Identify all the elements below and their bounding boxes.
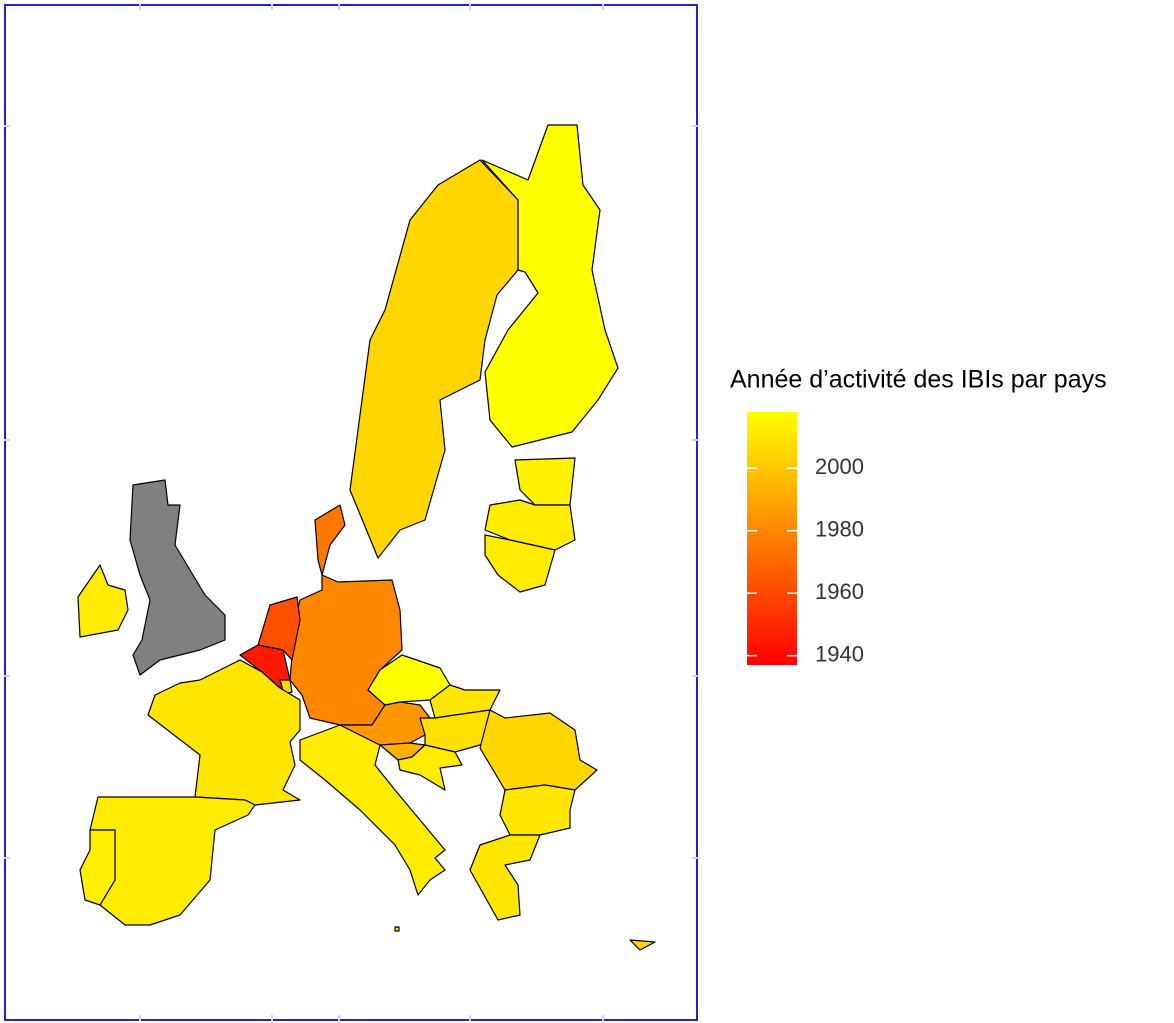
region [479, 709, 598, 791]
region [499, 784, 576, 836]
region [349, 159, 519, 559]
region [397, 744, 463, 791]
legend-tick-label: 1940 [815, 641, 864, 666]
region [79, 829, 116, 906]
map-frame [4, 4, 698, 1021]
legend-tick-label: 2000 [815, 454, 864, 479]
frame-ticks [4, 4, 698, 1021]
region [77, 564, 129, 638]
region [314, 504, 346, 576]
region [394, 926, 400, 932]
legend-ticks: 1940 1960 1980 2000 [747, 454, 864, 666]
region [469, 834, 541, 921]
region [129, 479, 226, 676]
legend-title: Année d’activité des IBIs par pays [730, 366, 1107, 394]
color-bar [747, 412, 797, 665]
region [147, 659, 301, 806]
region [514, 457, 576, 506]
legend-tick-label: 1980 [815, 517, 864, 542]
regions [77, 124, 656, 951]
region [629, 939, 656, 951]
region [484, 534, 556, 593]
legend-tick-label: 1960 [815, 579, 864, 604]
